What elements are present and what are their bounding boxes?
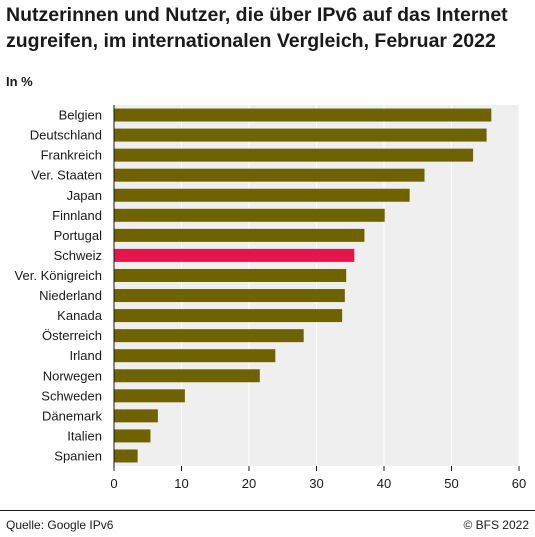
bar (114, 309, 343, 323)
chart-title: Nutzerinnen und Nutzer, die über IPv6 au… (6, 4, 508, 52)
bar (114, 268, 347, 282)
x-tick-label: 30 (309, 476, 323, 491)
x-tick-label: 50 (444, 476, 458, 491)
category-label: Italien (67, 428, 102, 443)
bar (114, 329, 304, 343)
category-label: Deutschland (30, 128, 102, 143)
category-label: Ver. Staaten (31, 168, 102, 183)
category-label: Portugal (54, 228, 103, 243)
category-label: Dänemark (42, 408, 102, 423)
category-label: Finnland (52, 208, 102, 223)
bar (114, 389, 185, 403)
bar (114, 148, 474, 162)
category-label: Norwegen (43, 368, 102, 383)
bar (114, 228, 365, 242)
category-label: Irland (69, 348, 102, 363)
bar (114, 188, 410, 202)
source-note: Quelle: Google IPv6 (6, 518, 114, 532)
copyright-note: © BFS 2022 (463, 518, 529, 532)
category-label: Schweiz (54, 248, 102, 263)
bar (114, 409, 158, 423)
bar (114, 289, 345, 303)
bar (114, 248, 355, 262)
x-tick-label: 40 (377, 476, 391, 491)
bar (114, 128, 487, 142)
x-tick-label: 0 (110, 476, 117, 491)
category-label: Spanien (54, 448, 102, 463)
bar (114, 208, 385, 222)
category-label: Österreich (42, 328, 102, 343)
category-label: Japan (67, 188, 102, 203)
category-label: Schweden (41, 388, 102, 403)
bar (114, 429, 151, 443)
bar (114, 168, 425, 182)
bar (114, 449, 138, 463)
x-tick-label: 60 (512, 476, 526, 491)
category-label: Ver. Königreich (15, 268, 102, 283)
x-tick-label: 20 (242, 476, 256, 491)
bar (114, 349, 276, 363)
bar (114, 108, 492, 122)
footer-rule (0, 510, 535, 511)
category-label: Niederland (39, 288, 102, 303)
category-label: Kanada (57, 308, 103, 323)
x-tick-label: 10 (174, 476, 188, 491)
category-label: Frankreich (41, 148, 102, 163)
bar (114, 369, 260, 383)
category-label: Belgien (59, 108, 102, 123)
unit-label: In % (6, 74, 33, 89)
